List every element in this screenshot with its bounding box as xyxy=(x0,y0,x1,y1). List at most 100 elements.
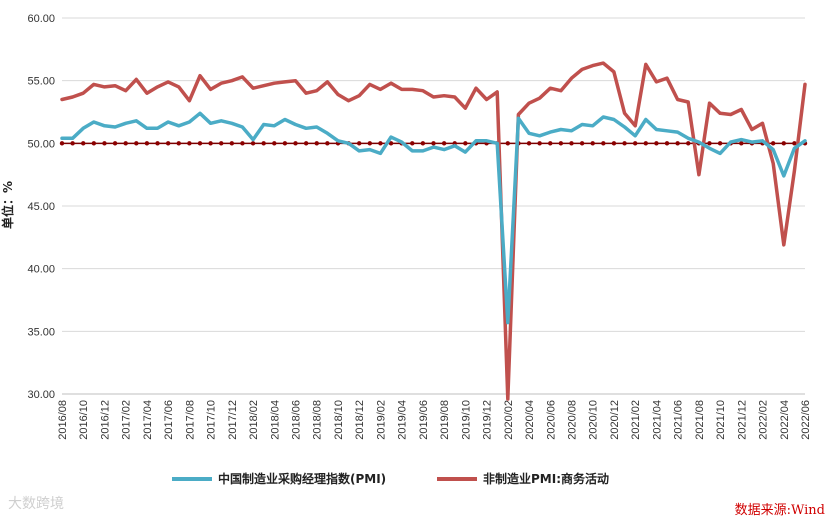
reference-marker xyxy=(601,141,606,146)
reference-marker xyxy=(675,141,680,146)
x-tick-label: 2017/02 xyxy=(121,400,133,440)
x-tick-label: 2019/10 xyxy=(460,400,472,440)
x-tick-label: 2020/06 xyxy=(545,400,557,440)
reference-marker xyxy=(155,141,160,146)
reference-marker xyxy=(388,141,394,146)
x-tick-label: 2022/06 xyxy=(800,400,812,440)
x-tick-label: 2019/06 xyxy=(418,400,430,440)
source-note: 数据来源:Wind xyxy=(734,503,825,518)
reference-marker xyxy=(537,141,542,146)
reference-marker xyxy=(717,141,723,146)
x-tick-label: 2016/08 xyxy=(57,400,69,440)
x-tick-label: 2021/08 xyxy=(694,400,706,440)
reference-marker xyxy=(632,141,638,146)
reference-marker xyxy=(123,141,128,146)
reference-marker xyxy=(325,141,330,146)
x-tick-label: 2019/12 xyxy=(482,400,494,440)
x-tick-label: 2019/04 xyxy=(397,400,409,440)
y-tick-label: 50.00 xyxy=(27,138,55,150)
reference-marker xyxy=(664,141,670,146)
reference-marker xyxy=(134,141,139,146)
reference-marker xyxy=(590,141,595,146)
x-tick-label: 2022/02 xyxy=(758,400,770,440)
reference-marker xyxy=(250,141,256,146)
x-tick-label: 2017/12 xyxy=(227,400,239,440)
x-tick-label: 2018/10 xyxy=(333,400,345,440)
reference-marker xyxy=(410,141,415,146)
reference-marker xyxy=(781,141,786,146)
reference-marker xyxy=(293,141,298,146)
y-axis-ticks: 30.00 35.00 40.00 45.00 50.00 55.00 60.00 xyxy=(27,13,55,401)
reference-marker xyxy=(112,141,118,146)
reference-marker xyxy=(431,141,436,146)
reference-marker xyxy=(643,141,648,146)
reference-marker xyxy=(622,141,627,146)
x-tick-label: 2018/08 xyxy=(312,400,324,440)
reference-marker xyxy=(569,141,574,146)
reference-marker xyxy=(526,141,532,146)
reference-marker xyxy=(548,141,553,146)
y-tick-label: 55.00 xyxy=(27,76,55,88)
reference-marker xyxy=(770,141,776,146)
reference-marker xyxy=(463,141,468,146)
reference-marker xyxy=(70,141,75,146)
reference-marker xyxy=(229,141,235,146)
reference-marker xyxy=(378,141,383,146)
x-tick-label: 2020/12 xyxy=(609,400,621,440)
reference-marker xyxy=(219,141,224,146)
reference-marker xyxy=(707,141,712,146)
watermark-logo: 大数跨境 xyxy=(8,496,64,512)
reference-marker xyxy=(176,141,181,146)
legend-label-nonmfg: 非制造业PMI:商务活动 xyxy=(483,471,609,486)
x-tick-label: 2016/12 xyxy=(99,400,111,440)
reference-marker xyxy=(261,141,266,146)
reference-marker xyxy=(102,141,107,146)
reference-marker xyxy=(686,141,691,146)
reference-marker xyxy=(357,141,362,146)
series-lines xyxy=(60,61,807,401)
reference-marker xyxy=(420,141,426,146)
reference-marker xyxy=(197,141,203,146)
reference-marker xyxy=(81,141,86,146)
x-tick-label: 2017/08 xyxy=(184,400,196,440)
y-axis-label: 单位：% xyxy=(0,181,15,229)
legend: 中国制造业采购经理指数(PMI) 非制造业PMI:商务活动 xyxy=(172,471,609,486)
reference-marker xyxy=(611,141,617,146)
y-tick-label: 60.00 xyxy=(27,13,55,25)
reference-marker xyxy=(59,141,65,146)
x-tick-label: 2018/12 xyxy=(354,400,366,440)
x-tick-label: 2020/02 xyxy=(503,400,515,440)
reference-marker xyxy=(654,141,659,146)
x-tick-label: 2020/08 xyxy=(566,400,578,440)
y-tick-label: 45.00 xyxy=(27,201,55,213)
x-tick-label: 2021/10 xyxy=(715,400,727,440)
x-tick-label: 2017/10 xyxy=(206,400,218,440)
reference-marker xyxy=(739,141,744,146)
reference-marker xyxy=(272,141,277,146)
y-tick-label: 35.00 xyxy=(27,326,55,338)
reference-marker xyxy=(303,141,309,146)
legend-label-pmi: 中国制造业采购经理指数(PMI) xyxy=(218,471,386,486)
x-tick-label: 2021/06 xyxy=(673,400,685,440)
reference-marker xyxy=(282,141,288,146)
reference-marker xyxy=(240,141,245,146)
reference-marker xyxy=(314,141,319,146)
x-tick-label: 2021/04 xyxy=(651,400,663,440)
reference-marker xyxy=(558,141,564,146)
x-tick-label: 2016/10 xyxy=(78,400,90,440)
x-tick-label: 2018/04 xyxy=(269,400,281,440)
reference-marker xyxy=(208,141,213,146)
reference-marker xyxy=(91,141,97,146)
x-tick-label: 2019/08 xyxy=(439,400,451,440)
x-tick-label: 2019/02 xyxy=(375,400,387,440)
x-tick-label: 2017/06 xyxy=(163,400,175,440)
gridlines xyxy=(62,17,805,395)
y-tick-label: 40.00 xyxy=(27,264,55,276)
x-tick-label: 2020/04 xyxy=(524,400,536,440)
series-line-pmi xyxy=(60,111,807,325)
reference-marker xyxy=(144,141,150,146)
reference-marker xyxy=(792,141,797,146)
x-tick-label: 2022/04 xyxy=(779,400,791,440)
x-axis-ticks: 2016/08 2016/10 2016/12 2017/02 2017/04 2017/… xyxy=(57,400,812,440)
